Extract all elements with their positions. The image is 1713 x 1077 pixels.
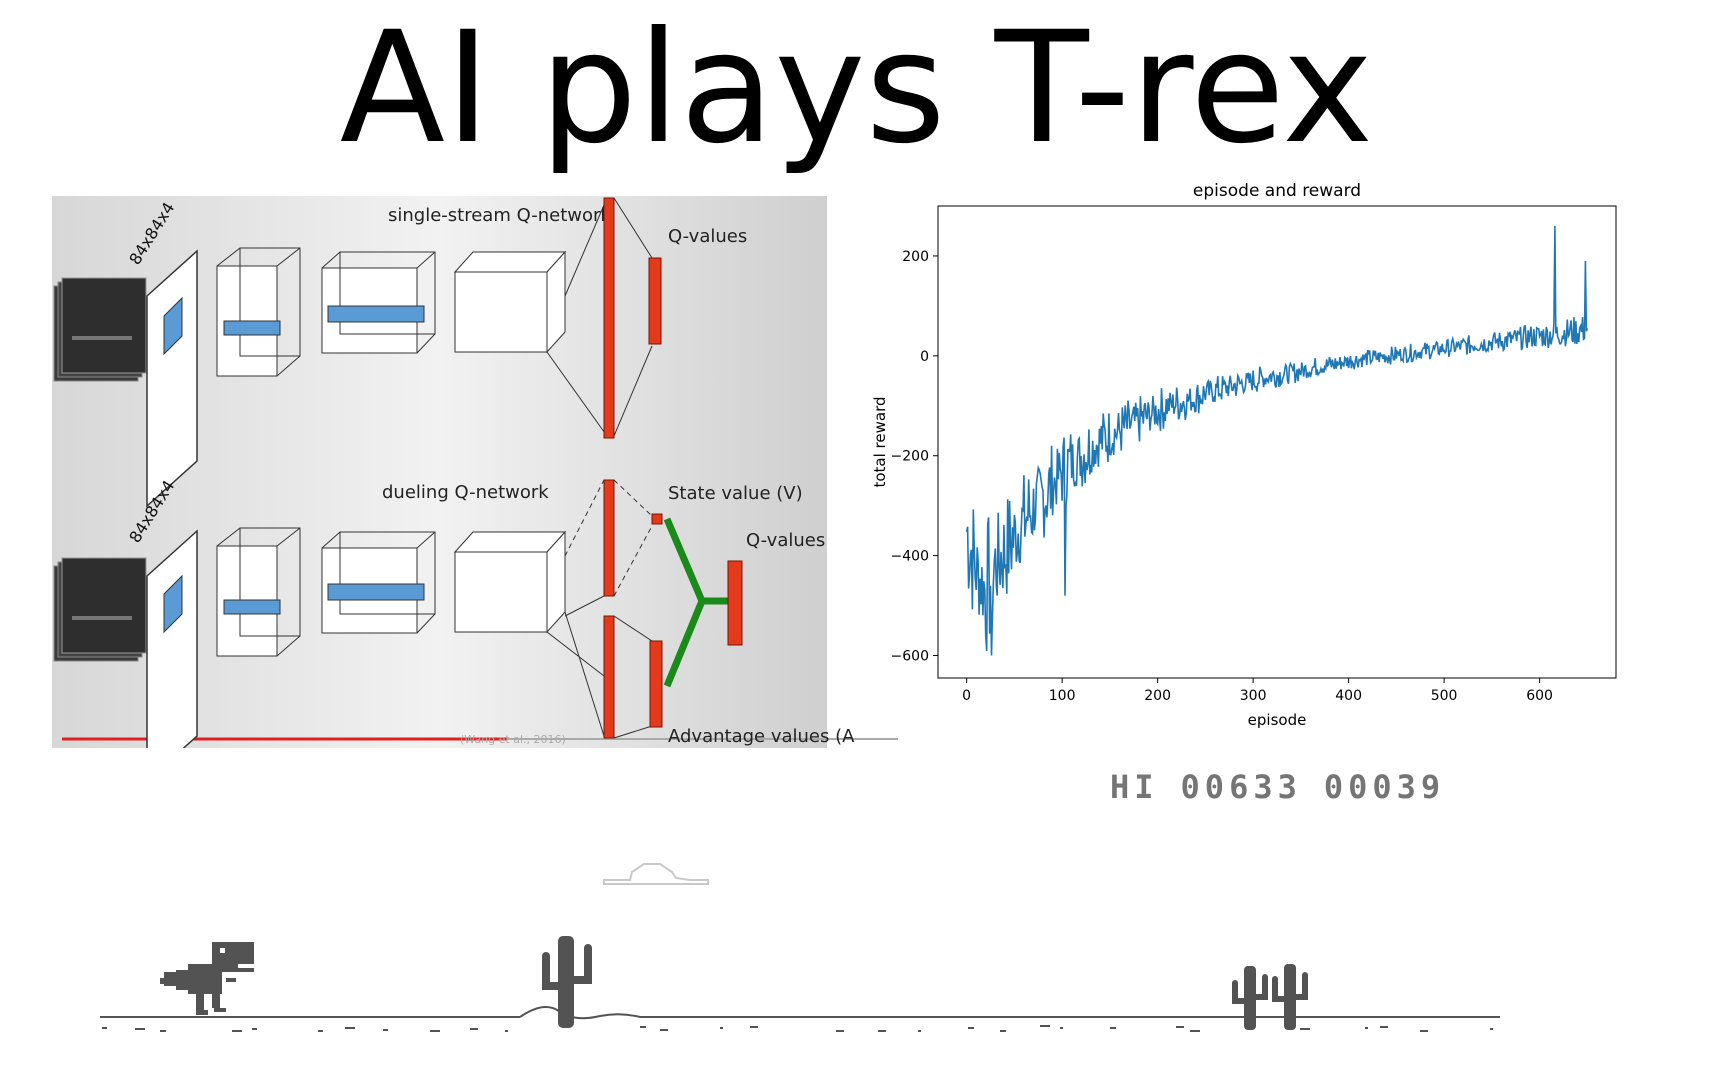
y-tick-label: −600 — [891, 649, 929, 665]
cactus-icon — [542, 936, 592, 1028]
dueling-title: dueling Q-network — [382, 482, 549, 503]
x-tick-label: 600 — [1526, 688, 1553, 704]
network-diagram: single-stream Q-network 84x84x4 Q-values… — [52, 196, 898, 748]
citation-label: (Wang et al., 2016) — [460, 733, 566, 746]
score-display: HI 00633 00039 — [1110, 768, 1467, 806]
advantage-values-label: Advantage values (A — [668, 726, 855, 747]
y-ticks: −600 −400 −200 0 200 — [891, 249, 938, 665]
ground-line — [100, 1006, 1500, 1032]
y-tick-label: 200 — [902, 249, 929, 265]
current-score: 00039 — [1323, 768, 1446, 806]
cactus-group-icon — [1232, 964, 1308, 1030]
reward-chart: episode and reward episode total reward … — [871, 181, 1617, 729]
reward-series-line — [965, 225, 1589, 656]
input-frames-icon — [53, 557, 147, 662]
input-frames-icon — [53, 277, 147, 382]
trex-game-scene — [100, 863, 1500, 1032]
y-tick-label: −200 — [891, 449, 929, 465]
hi-score: 00633 — [1180, 768, 1302, 806]
q-values-label: Q-values — [668, 226, 747, 247]
y-axis-label: total reward — [871, 396, 889, 487]
dueling-network: dueling Q-network 84x84x4 — [53, 477, 855, 748]
x-tick-label: 500 — [1431, 688, 1458, 704]
trex-dinosaur-icon — [160, 942, 254, 1015]
chart-title: episode and reward — [1193, 181, 1361, 201]
y-tick-label: 0 — [920, 349, 929, 365]
x-tick-label: 400 — [1335, 688, 1362, 704]
single-stream-title: single-stream Q-network — [388, 205, 611, 226]
x-tick-label: 200 — [1144, 688, 1171, 704]
plot-frame — [937, 205, 1617, 679]
x-axis-label: episode — [1248, 711, 1307, 729]
page-title: AI plays T-rex — [339, 0, 1374, 178]
state-value-label: State value (V) — [668, 483, 803, 504]
y-tick-label: −400 — [891, 549, 929, 565]
x-ticks: 0 100 200 300 400 500 600 — [962, 678, 1553, 704]
q-values-label: Q-values — [746, 530, 825, 551]
x-tick-label: 0 — [962, 688, 971, 704]
cloud-icon — [603, 863, 709, 885]
hi-label: HI — [1110, 768, 1159, 806]
x-tick-label: 100 — [1049, 688, 1076, 704]
x-tick-label: 300 — [1240, 688, 1267, 704]
